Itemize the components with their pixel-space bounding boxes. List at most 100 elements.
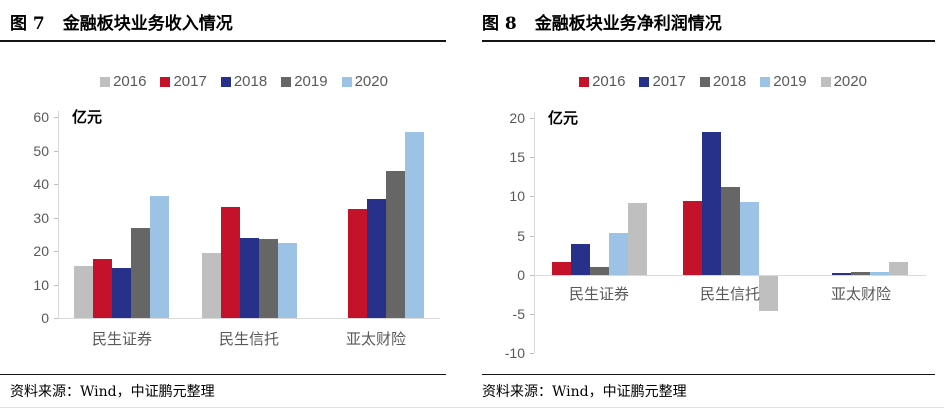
bar-2017: [702, 132, 721, 275]
bar-2020: [405, 132, 424, 318]
legend-swatch-icon: [281, 76, 292, 87]
bar-2019: [870, 272, 889, 275]
y-tick-mark: [54, 218, 58, 219]
y-tick-label: 10: [509, 188, 525, 204]
y-axis-line: [534, 112, 535, 353]
y-tick-label: 0: [517, 267, 525, 283]
bar-2018: [851, 272, 870, 275]
y-tick-mark: [54, 251, 58, 252]
y-tick-mark: [54, 151, 58, 152]
legend-item: 2018: [220, 73, 268, 90]
bar-2019: [609, 233, 628, 275]
y-axis-line: [58, 111, 59, 318]
figure-8-panel: 图 8 金融板块业务净利润情况 2016 2017 2018 2019 2020 -10 -…: [472, 0, 944, 409]
bar-2018: [590, 267, 609, 275]
legend: 2016 2017 2018 2019 2020: [512, 73, 934, 90]
source-note: 资料来源：Wind，中证鹏元整理: [482, 384, 687, 400]
legend-label: 2019: [773, 73, 807, 90]
legend-item: 2019: [760, 73, 807, 90]
bar-2017: [348, 209, 367, 318]
bar-2016: [202, 253, 221, 318]
y-tick-label: 20: [33, 243, 49, 259]
x-axis-label: 民生证券: [568, 286, 629, 303]
legend-label: 2020: [833, 73, 867, 90]
y-tick-mark: [530, 196, 534, 197]
legend-item: 2017: [160, 73, 207, 90]
y-tick-mark: [530, 353, 534, 354]
legend-swatch-icon: [699, 76, 710, 87]
figure-7-title: 图 7 金融板块业务收入情况: [10, 9, 233, 34]
bar-2016: [74, 266, 93, 318]
y-tick-mark: [54, 184, 58, 185]
legend-item: 2020: [341, 73, 388, 90]
figure-title-text: 金融板块业务收入情况: [62, 14, 233, 34]
legend-item: 2020: [820, 73, 867, 90]
y-tick-mark: [530, 236, 534, 237]
figure-title-text: 金融板块业务净利润情况: [534, 14, 722, 34]
y-tick-mark: [530, 314, 534, 315]
legend-swatch-icon: [579, 76, 590, 87]
source-divider: [0, 374, 446, 375]
bar-2019: [740, 202, 759, 275]
legend-swatch-icon: [760, 76, 771, 87]
y-tick-label: 30: [33, 210, 49, 226]
bottom-divider: [0, 407, 944, 408]
y-tick-label: 15: [509, 149, 525, 165]
bar-2020: [759, 276, 778, 311]
bar-2018: [240, 238, 259, 318]
x-axis-label: 亚太财险: [345, 331, 406, 348]
figure-number: 图 8: [482, 14, 517, 34]
x-axis-label: 亚太财险: [830, 286, 891, 303]
bar-2017: [93, 259, 112, 318]
bar-2016: [683, 201, 702, 275]
bar-2020: [150, 196, 169, 318]
legend-swatch-icon: [160, 76, 171, 87]
bar-2020: [889, 262, 908, 275]
legend: 2016 2017 2018 2019 2020: [40, 73, 448, 90]
bar-2017: [221, 207, 240, 318]
bar-2017: [832, 273, 851, 275]
y-tick-mark: [530, 157, 534, 158]
legend-swatch-icon: [341, 76, 352, 87]
source-divider: [482, 374, 935, 375]
bar-2019: [386, 171, 405, 318]
figure-number: 图 7: [10, 14, 45, 34]
y-tick-label: 10: [33, 277, 49, 293]
x-axis-label: 民生信托: [699, 286, 760, 303]
x-axis-line: [58, 318, 440, 319]
y-tick-label: -10: [504, 345, 525, 361]
legend-item: 2017: [639, 73, 686, 90]
legend-item: 2019: [281, 73, 328, 90]
legend-item: 2016: [579, 73, 625, 90]
title-divider: [482, 40, 935, 42]
y-tick-label: 40: [33, 176, 49, 192]
y-tick-label: -5: [512, 306, 525, 322]
legend-label: 2020: [354, 73, 388, 90]
revenue-bar-chart: 0 10 20 30 40 50 60 亿元 民生证券 民生信托 亚太财险: [0, 100, 458, 368]
legend-label: 2016: [592, 73, 626, 90]
legend-item: 2018: [699, 73, 747, 90]
bar-2016: [552, 262, 571, 275]
bar-2020: [278, 243, 297, 318]
legend-swatch-icon: [220, 76, 231, 87]
legend-swatch-icon: [100, 76, 111, 87]
legend-label: 2017: [173, 73, 207, 90]
legend-swatch-icon: [639, 76, 650, 87]
title-divider: [0, 40, 446, 42]
x-axis-line: [534, 275, 926, 276]
legend-label: 2016: [113, 73, 147, 90]
source-note: 资料来源：Wind，中证鹏元整理: [10, 384, 215, 400]
y-tick-label: 50: [33, 143, 49, 159]
legend-label: 2018: [233, 73, 268, 90]
legend-item: 2016: [100, 73, 146, 90]
y-axis-unit-label: 亿元: [72, 109, 103, 126]
bar-2019: [259, 239, 278, 318]
figure-8-title: 图 8 金融板块业务净利润情况: [482, 9, 722, 34]
bar-2018: [367, 199, 386, 318]
bar-2017: [571, 244, 590, 275]
y-tick-label: 20: [509, 110, 525, 126]
figure-7-panel: 图 7 金融板块业务收入情况 2016 2017 2018 2019 2020 0 10 20…: [0, 0, 458, 409]
x-axis-label: 民生证券: [91, 331, 152, 348]
legend-label: 2018: [712, 73, 747, 90]
